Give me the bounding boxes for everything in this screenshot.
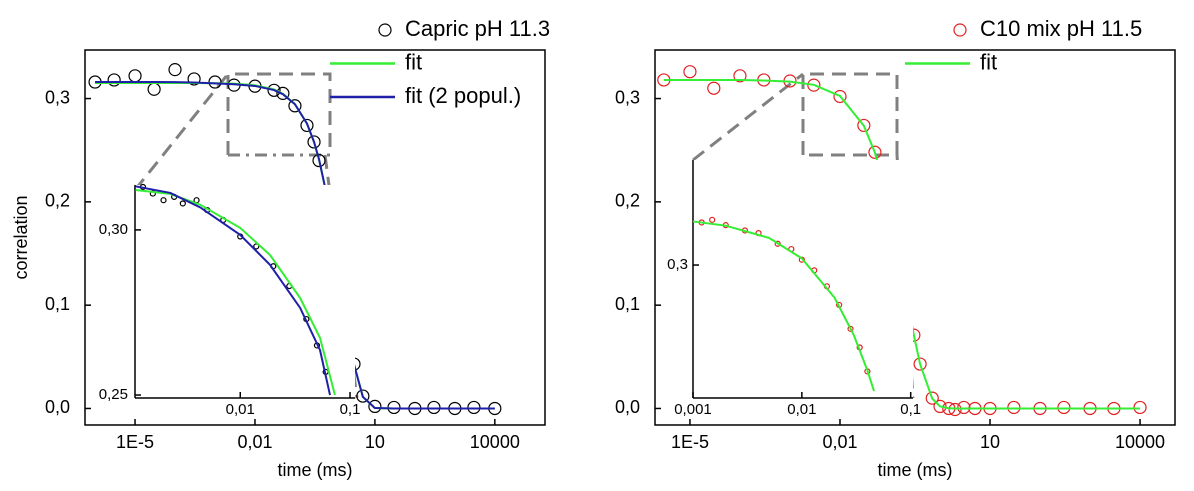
- data-point: [1007, 400, 1021, 415]
- fit-line: [95, 81, 495, 410]
- data-point: [925, 391, 939, 405]
- data-point: [147, 82, 161, 96]
- data-point: [356, 389, 370, 403]
- data-point: [933, 399, 947, 414]
- data-point: [128, 69, 142, 83]
- x-axis-label: time (ms): [278, 460, 353, 480]
- data-point: [253, 243, 260, 250]
- data-point: [288, 99, 302, 113]
- y-tick-label: 0,1: [45, 294, 70, 314]
- data-point: [847, 325, 854, 332]
- data-point: [857, 118, 871, 133]
- x-tick-label: 0,1: [900, 401, 921, 418]
- plot-frame: [654, 49, 1176, 426]
- data-point: [1057, 400, 1071, 415]
- legend-marker: [378, 23, 392, 37]
- data-point: [733, 69, 747, 83]
- x-tick-label: 0,01: [226, 401, 255, 418]
- data-point: [948, 402, 962, 417]
- inset-background: [135, 185, 355, 398]
- zoom-box: [801, 72, 899, 157]
- data-point: [683, 65, 697, 79]
- data-point: [807, 78, 821, 92]
- y-tick-label: 0,0: [45, 397, 70, 417]
- data-point: [300, 118, 314, 133]
- data-point: [179, 200, 186, 207]
- data-point: [467, 400, 481, 415]
- x-axis-label: time (ms): [878, 460, 953, 480]
- zoom-box: [226, 72, 332, 155]
- data-point: [707, 81, 721, 95]
- x-tick-label: 0,01: [237, 432, 272, 452]
- zoom-line: [692, 72, 804, 162]
- data-point: [312, 153, 326, 168]
- x-tick-label: 1E-5: [116, 432, 154, 452]
- inset-background: [693, 160, 913, 398]
- data-point: [307, 135, 321, 149]
- fit-line: [663, 78, 1141, 410]
- legend-label: fit: [980, 49, 997, 74]
- y-tick-label: 0,25: [99, 386, 128, 403]
- x-tick-label: 10000: [1115, 432, 1165, 452]
- y-tick-label: 0,30: [99, 221, 128, 238]
- data-point: [427, 400, 441, 415]
- data-point: [160, 197, 167, 204]
- x-tick-label: 10: [980, 432, 1000, 452]
- x-tick-label: 0,1: [340, 401, 361, 418]
- panel: 0,0 0,1 0,2 0,3 1E-5 0,01 10 10000 time (ms) corr…: [11, 49, 546, 480]
- data-point: [276, 86, 290, 100]
- data-point: [267, 83, 281, 97]
- y-tick-label: 0,3: [667, 256, 688, 273]
- data-point: [957, 400, 971, 415]
- y-tick-label: 0,0: [615, 397, 640, 417]
- data-point: [187, 72, 201, 86]
- x-tick-label: 10000: [470, 432, 520, 452]
- data-point: [1133, 400, 1147, 415]
- legend-label: fit: [405, 49, 422, 74]
- y-tick-label: 0,3: [45, 87, 70, 107]
- data-point: [913, 357, 927, 371]
- inset: 0,3 0,001 0,01 0,1: [667, 160, 921, 418]
- x-tick-label: 1E-5: [671, 432, 709, 452]
- data-point: [833, 89, 847, 104]
- data-point: [107, 73, 121, 87]
- y-axis-label: correlation: [11, 195, 31, 279]
- x-tick-label: 0,01: [787, 401, 816, 418]
- legend-marker: [953, 23, 967, 37]
- data-point: [709, 216, 716, 223]
- zoom-line: [133, 73, 230, 191]
- y-tick-label: 0,2: [615, 191, 640, 211]
- y-tick-label: 0,3: [615, 87, 640, 107]
- data-point: [868, 145, 882, 159]
- data-point: [168, 63, 182, 77]
- x-tick-label: 0,01: [822, 432, 857, 452]
- legend-label: fit (2 popul.): [405, 83, 521, 108]
- fit-line: [135, 185, 331, 396]
- legend-label: C10 mix pH 11.5: [980, 16, 1142, 41]
- x-tick-label: 10: [365, 432, 385, 452]
- data-point: [368, 399, 382, 414]
- inset: 0,25 0,30 0,01 0,1: [99, 183, 361, 418]
- y-tick-label: 0,2: [45, 191, 70, 211]
- y-tick-label: 0,1: [615, 294, 640, 314]
- fit-line: [692, 220, 875, 392]
- data-point: [208, 75, 222, 89]
- x-tick-label: 0,001: [674, 401, 712, 418]
- plot-frame: [84, 49, 546, 426]
- legend-label: Capric pH 11.3: [405, 16, 550, 41]
- panel: 0,0 0,1 0,2 0,3 1E-5 0,01 10 10000 time (ms): [615, 49, 1176, 480]
